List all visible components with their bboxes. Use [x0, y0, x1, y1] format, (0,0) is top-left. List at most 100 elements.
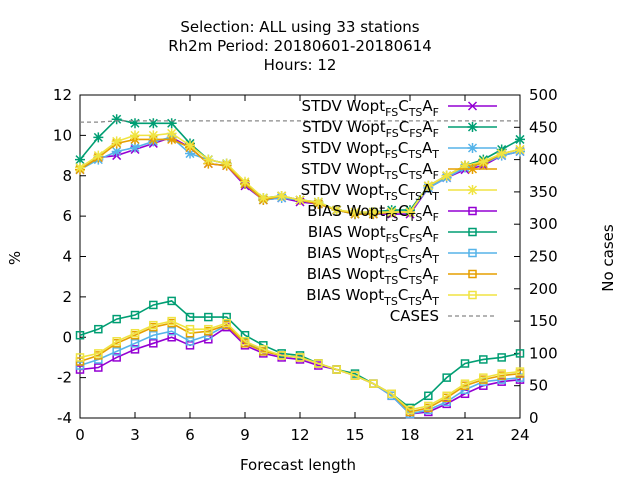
data-point [130, 310, 140, 320]
data-point [166, 134, 177, 145]
data-point [111, 114, 122, 125]
data-point [515, 349, 525, 358]
data-point [149, 320, 158, 330]
data-point [295, 353, 305, 362]
data-point [221, 158, 232, 169]
data-point [240, 330, 250, 340]
series-line [79, 320, 521, 411]
data-point [222, 312, 231, 322]
legend-label: CASES [390, 307, 439, 325]
data-point [496, 148, 507, 159]
data-point [479, 373, 488, 382]
data-point [460, 359, 470, 368]
data-point [185, 148, 195, 159]
data-point [149, 300, 158, 310]
data-point [130, 118, 140, 129]
series-line [79, 326, 521, 415]
data-point [468, 227, 477, 237]
series-line [79, 322, 521, 413]
data-point [405, 405, 415, 415]
data-point [497, 369, 506, 378]
data-point [166, 128, 177, 139]
data-point [467, 143, 478, 153]
data-point [468, 290, 477, 300]
data-point [148, 130, 159, 141]
data-point [167, 333, 176, 342]
x-tick-label: 3 [130, 426, 140, 444]
data-point [515, 144, 525, 155]
data-point [167, 296, 176, 306]
data-point [423, 180, 434, 191]
data-point [313, 196, 324, 207]
data-point [460, 160, 470, 171]
data-point [468, 248, 477, 258]
data-point [350, 207, 360, 218]
series-5 [75, 128, 525, 218]
y2-axis-label: No cases [599, 224, 617, 292]
data-point [258, 192, 269, 203]
data-point [467, 101, 478, 111]
data-point [149, 330, 158, 340]
y2-tick-label: 200 [529, 280, 558, 298]
data-point [130, 130, 140, 141]
y2-tick-label: 50 [529, 377, 548, 395]
data-point [314, 359, 323, 368]
data-point [112, 337, 121, 346]
x-tick-label: 24 [510, 426, 529, 444]
data-point [112, 353, 121, 362]
data-point [75, 162, 85, 173]
data-point [441, 170, 452, 181]
data-point [515, 134, 525, 145]
data-point [167, 326, 176, 336]
data-point [112, 347, 121, 356]
data-point [111, 136, 122, 147]
legend-label: BIAS WoptFSCFSAF [308, 223, 439, 245]
y2-tick-label: 500 [529, 86, 558, 104]
data-point [468, 269, 477, 279]
series-line [79, 300, 521, 409]
data-point [368, 207, 379, 218]
data-point [369, 379, 378, 388]
y2-tick-label: 150 [529, 312, 558, 330]
y-tick-label: 12 [53, 86, 72, 104]
data-point [386, 207, 397, 218]
y2-tick-label: 450 [529, 118, 558, 136]
x-tick-label: 15 [345, 426, 364, 444]
y2-tick-label: 250 [529, 248, 558, 266]
data-point [478, 156, 489, 167]
legend-label: STDV WoptTSCTSAT [301, 181, 440, 203]
x-tick-label: 12 [290, 426, 309, 444]
data-point [405, 207, 415, 218]
data-point [75, 353, 85, 362]
y-tick-label: 8 [62, 167, 72, 185]
chart-title-line: Hours: 12 [264, 56, 337, 74]
data-point [424, 401, 433, 411]
y2-tick-label: 100 [529, 344, 558, 362]
data-point [331, 205, 342, 216]
data-point [222, 318, 231, 328]
legend-label: BIAS WoptTSCTSAF [307, 265, 439, 287]
x-tick-label: 9 [240, 426, 250, 444]
data-point [204, 312, 213, 322]
legend-label: STDV WoptTSCTSAF [301, 160, 439, 182]
data-point [75, 330, 85, 340]
x-tick-label: 6 [185, 426, 195, 444]
data-point [467, 122, 478, 132]
data-point [130, 328, 140, 338]
data-point [185, 337, 195, 346]
y-tick-label: 0 [62, 328, 72, 346]
x-axis-label: Forecast length [240, 456, 356, 474]
data-point [112, 314, 121, 324]
data-point [332, 365, 341, 374]
data-point [185, 140, 195, 151]
y2-tick-label: 0 [529, 409, 539, 427]
data-point [442, 373, 451, 382]
y-tick-label: 10 [53, 126, 72, 144]
data-point [130, 345, 140, 354]
y-tick-label: -2 [57, 369, 72, 387]
data-point [479, 355, 488, 364]
data-point [166, 118, 177, 129]
chart-title-line: Selection: ALL using 33 stations [180, 18, 419, 36]
y-tick-label: 6 [62, 207, 72, 225]
